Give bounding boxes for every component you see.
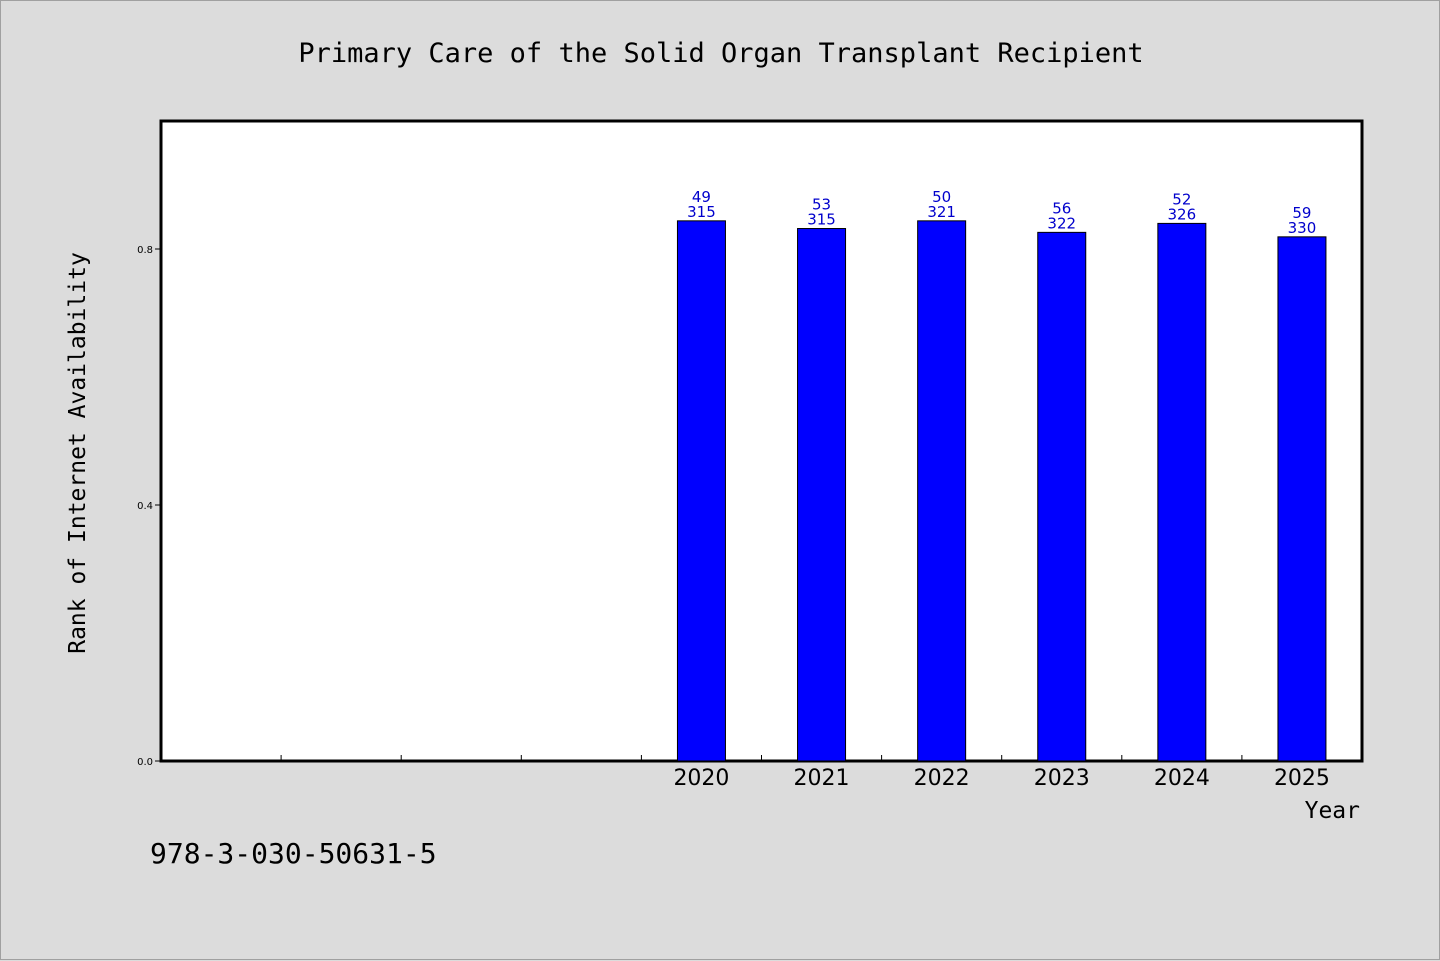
data-label-top: 59 [1292, 204, 1311, 222]
x-tick-label: 2020 [673, 766, 729, 791]
bar-series [676, 220, 1327, 762]
x-tick-label: 2024 [1154, 766, 1210, 791]
data-label-top: 56 [1052, 199, 1071, 217]
x-tick-label: 2021 [794, 766, 850, 791]
isbn-label: 978-3-030-50631-5 [150, 837, 437, 870]
bar-2025 [1277, 236, 1327, 762]
bar-2022 [917, 220, 967, 762]
x-tick-label: 2025 [1274, 766, 1330, 791]
data-label-top: 49 [692, 188, 711, 206]
bar-2024 [1157, 222, 1207, 762]
data-label-top: 50 [932, 188, 951, 206]
y-tick-label: 0.4 [137, 501, 153, 512]
data-label-bottom: 315 [687, 203, 716, 221]
x-axis: 2020 2021 2022 2023 2024 2025 [280, 755, 1330, 791]
data-label-bottom: 330 [1288, 219, 1317, 237]
data-label-bottom: 326 [1168, 205, 1197, 223]
bar-2020 [676, 220, 726, 762]
y-tick-label: 0.0 [137, 757, 153, 768]
y-tick-label: 0.8 [137, 245, 153, 256]
bar-2023 [1037, 231, 1087, 762]
data-label-bottom: 322 [1047, 214, 1076, 232]
y-axis: 0.0 0.4 0.8 [137, 245, 161, 768]
data-label-bottom: 315 [807, 211, 836, 229]
data-label-top: 53 [812, 196, 831, 214]
y-axis-label: Rank of Internet Availability [65, 252, 91, 654]
x-tick-label: 2022 [914, 766, 970, 791]
x-tick-label: 2023 [1034, 766, 1090, 791]
bar-2021 [797, 228, 847, 762]
data-label-top: 52 [1172, 190, 1191, 208]
data-label-bottom: 321 [927, 203, 956, 221]
chart-title: Primary Care of the Solid Organ Transpla… [298, 38, 1143, 69]
x-axis-label: Year [1305, 798, 1360, 824]
